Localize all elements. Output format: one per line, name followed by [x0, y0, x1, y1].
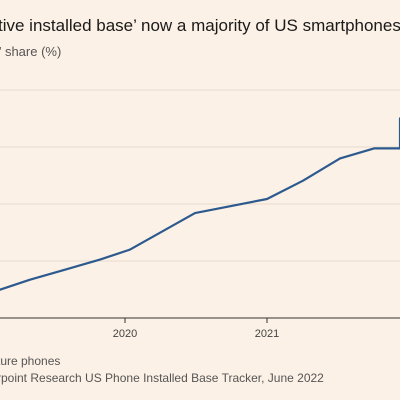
x-axis-ticks: 2020 2021: [113, 318, 279, 340]
series-line: [0, 117, 400, 291]
footnote-1: ture phones: [0, 354, 61, 368]
x-tick-label: 2021: [255, 328, 279, 340]
gridlines: [0, 89, 400, 262]
x-tick-label: 2020: [113, 328, 137, 340]
chart-title: tive installed base’ now a majority of U…: [0, 16, 400, 35]
footnote-source: rpoint Research US Phone Installed Base …: [0, 371, 324, 385]
chart-subtitle: ” share (%): [0, 44, 62, 59]
